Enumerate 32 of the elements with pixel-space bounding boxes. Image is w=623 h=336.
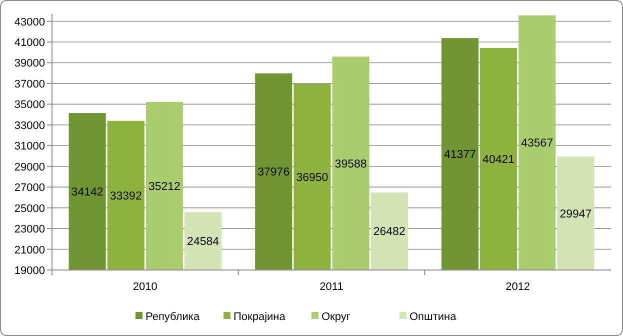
data-label: 37976 xyxy=(258,166,290,179)
y-tick-label: 19000 xyxy=(14,265,45,277)
data-label: 41377 xyxy=(444,149,476,162)
y-tick-label: 29000 xyxy=(14,161,45,174)
y-tick-label: 37000 xyxy=(14,78,45,90)
data-label: 36950 xyxy=(296,172,328,184)
data-label: 33392 xyxy=(110,190,142,202)
y-tick-label: 25000 xyxy=(14,202,45,215)
data-label: 35212 xyxy=(148,180,180,193)
y-tick-label: 41000 xyxy=(14,36,45,49)
data-label: 40421 xyxy=(482,154,515,166)
x-tick-label: 2012 xyxy=(506,281,530,293)
data-label: 29947 xyxy=(560,208,592,220)
legend-label: Општина xyxy=(410,311,458,323)
legend-label: Округ xyxy=(322,311,350,323)
y-tick-label: 39000 xyxy=(14,58,45,70)
y-tick-label: 31000 xyxy=(14,140,45,153)
legend-label: Република xyxy=(146,311,200,323)
x-tick-label: 2011 xyxy=(320,281,344,293)
legend-label: Покрајина xyxy=(234,311,286,323)
data-label: 34142 xyxy=(71,186,104,199)
y-tick-label: 33000 xyxy=(14,120,45,132)
y-tick-label: 21000 xyxy=(14,244,45,256)
x-tick-label: 2010 xyxy=(132,281,158,293)
data-label: 43567 xyxy=(521,138,554,150)
y-tick-label: 27000 xyxy=(14,182,45,194)
data-label: 39588 xyxy=(334,158,367,170)
y-tick-label: 23000 xyxy=(14,224,45,236)
data-label: 24584 xyxy=(187,236,220,248)
data-label: 26482 xyxy=(373,226,406,238)
y-tick-label: 35000 xyxy=(14,99,45,112)
y-tick-label: 43000 xyxy=(14,16,45,28)
